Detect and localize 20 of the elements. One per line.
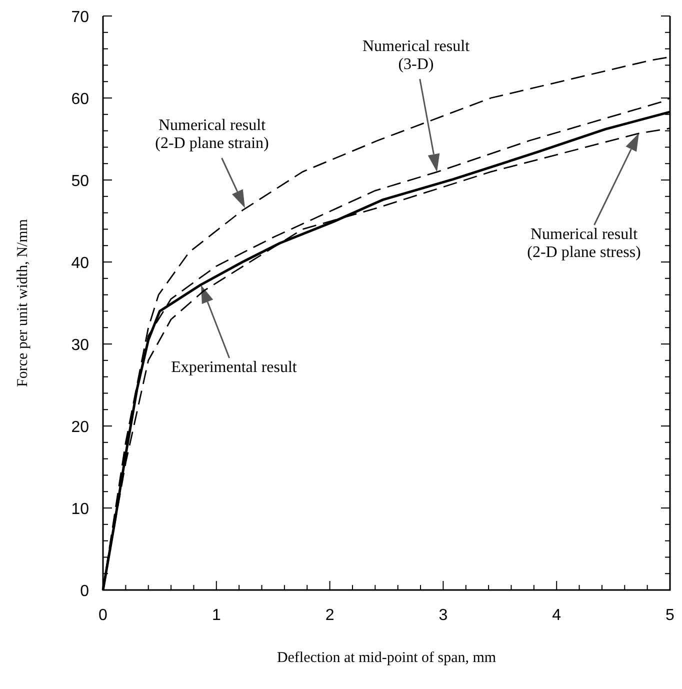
annotation: Numerical result (3-D): [362, 38, 470, 73]
x-tick-label: 1: [212, 607, 221, 624]
annotation: Numerical result (2-D plane strain): [155, 117, 269, 152]
x-tick-label: 4: [552, 607, 562, 624]
y-tick-label: 0: [80, 583, 90, 600]
y-tick-label: 10: [71, 501, 90, 518]
y-tick-label: 50: [71, 173, 90, 190]
x-axis-title: Deflection at mid-point of span, mm: [276, 650, 496, 666]
y-tick-label: 60: [71, 91, 90, 108]
y-axis-title: Force per unit width, N/mm: [15, 218, 31, 387]
x-tick-label: 3: [438, 607, 448, 624]
y-tick-label: 30: [71, 337, 90, 354]
y-tick-label: 70: [71, 9, 90, 26]
y-tick-label: 40: [71, 255, 90, 272]
x-tick-label: 2: [325, 607, 334, 624]
x-tick-label: 0: [98, 607, 108, 624]
x-tick-label: 5: [666, 607, 675, 624]
y-tick-label: 20: [71, 419, 90, 436]
annotation: Numerical result (2-D plane stress): [527, 226, 641, 261]
annotation: Experimental result: [171, 359, 298, 376]
